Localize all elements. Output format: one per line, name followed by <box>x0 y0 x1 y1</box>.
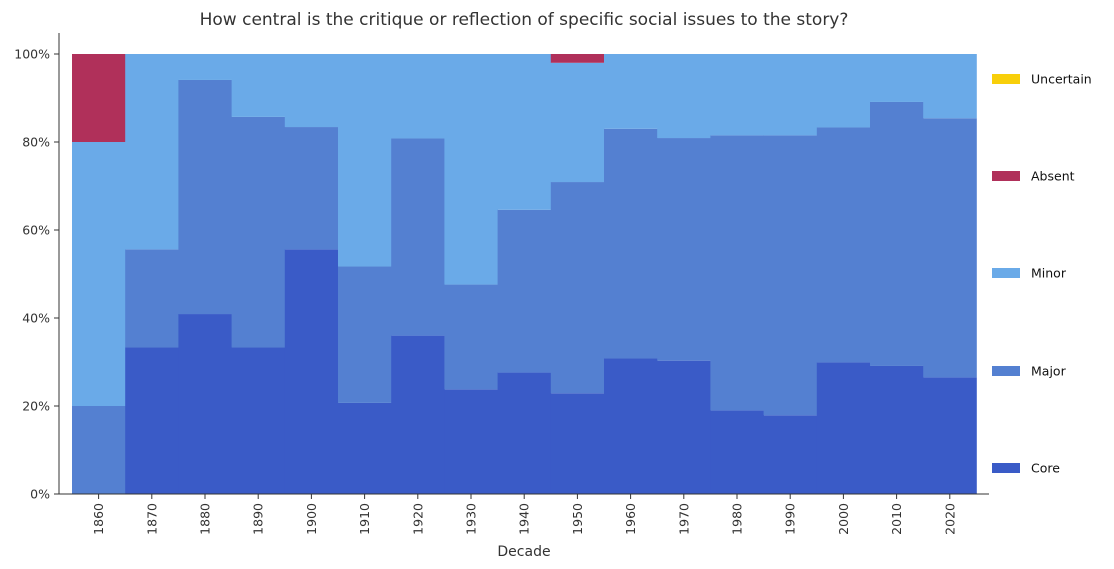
axes-layer: 0% 20% 40% 60% 80% 100% 1860 1870 1880 1890 1900 19… <box>14 33 989 535</box>
bar-segment-major-1870 <box>125 249 179 348</box>
bar-segment-minor-2010 <box>870 54 924 102</box>
legend: Uncertain Absent Minor Major Core <box>992 72 1092 476</box>
bar-segment-core-1960 <box>604 358 658 494</box>
bar-segment-core-1940 <box>497 372 552 494</box>
y-tick-label: 100% <box>14 47 50 62</box>
bar-segment-absent-1860 <box>72 54 126 142</box>
bar-segment-core-2020 <box>923 377 977 494</box>
bar-segment-minor-1940 <box>497 54 552 210</box>
legend-label-minor: Minor <box>1031 266 1067 281</box>
bar-segment-minor-1980 <box>710 54 764 136</box>
x-tick-label: 2020 <box>942 503 957 535</box>
bar-segment-core-1900 <box>284 249 339 494</box>
bar-segment-minor-1950 <box>550 62 605 183</box>
x-tick-label: 2000 <box>836 503 851 535</box>
bar-segment-core-2000 <box>816 362 871 494</box>
legend-swatch-minor <box>992 268 1020 278</box>
bar-segment-major-1940 <box>497 209 552 373</box>
x-tick-label: 1910 <box>357 503 372 535</box>
bar-segment-major-2000 <box>816 127 871 363</box>
legend-swatch-uncertain <box>992 74 1020 84</box>
bar-segment-major-2010 <box>870 101 924 366</box>
bar-segment-major-1970 <box>657 138 711 361</box>
bar-segment-core-1930 <box>444 389 498 494</box>
legend-label-uncertain: Uncertain <box>1031 72 1092 87</box>
bar-segment-core-1910 <box>338 402 392 494</box>
bar-segment-major-1880 <box>178 79 232 315</box>
bar-segment-minor-1890 <box>231 54 286 117</box>
bar-segment-minor-2000 <box>816 54 871 128</box>
x-tick-label: 1870 <box>144 503 159 535</box>
x-tick-label: 1920 <box>410 503 425 535</box>
x-tick-label: 1890 <box>251 503 266 535</box>
x-tick-label: 2010 <box>889 503 904 535</box>
bar-segment-minor-1970 <box>657 54 711 139</box>
bar-segment-minor-1920 <box>391 54 445 139</box>
x-tick-label: 1930 <box>464 503 479 535</box>
bar-segment-minor-1870 <box>125 54 179 250</box>
bar-segment-core-1880 <box>178 314 232 494</box>
x-tick-label: 1990 <box>783 503 798 535</box>
bar-segment-minor-1900 <box>284 54 339 128</box>
y-tick-label: 0% <box>30 487 50 502</box>
bar-segment-core-1970 <box>657 360 711 494</box>
x-tick-label: 1880 <box>198 503 213 535</box>
bar-segment-core-1890 <box>231 347 286 494</box>
legend-label-absent: Absent <box>1031 169 1075 184</box>
bar-segment-major-1920 <box>391 138 445 336</box>
x-tick-label: 1860 <box>91 503 106 535</box>
y-tick-label: 40% <box>22 311 50 326</box>
bar-segment-major-1860 <box>72 406 126 494</box>
bar-segment-minor-1880 <box>178 54 232 80</box>
bar-segment-major-1890 <box>231 116 286 348</box>
y-tick-label: 80% <box>22 135 50 150</box>
legend-swatch-major <box>992 366 1020 376</box>
chart-title: How central is the critique or reflectio… <box>200 10 849 30</box>
bar-segment-major-1960 <box>604 128 658 359</box>
legend-swatch-core <box>992 463 1020 473</box>
bar-segment-core-1990 <box>763 415 818 494</box>
bar-segment-major-1980 <box>710 135 764 411</box>
legend-label-major: Major <box>1031 364 1067 379</box>
x-tick-label: 1980 <box>730 503 745 535</box>
bar-segment-minor-1960 <box>604 54 658 129</box>
bar-segment-major-2020 <box>923 118 977 378</box>
y-tick-label: 60% <box>22 223 50 238</box>
bar-segment-major-1930 <box>444 284 498 390</box>
bar-segment-core-1980 <box>710 410 764 494</box>
x-tick-label: 1950 <box>570 503 585 535</box>
bar-segment-minor-1910 <box>338 54 392 267</box>
bar-segment-major-1950 <box>550 182 605 394</box>
x-tick-label: 1940 <box>517 503 532 535</box>
legend-swatch-absent <box>992 171 1020 181</box>
bar-segment-major-1990 <box>763 135 818 416</box>
bar-segment-absent-1950 <box>550 54 605 63</box>
x-axis-label: Decade <box>497 544 550 560</box>
bar-segment-core-1870 <box>125 347 179 494</box>
bar-segment-core-2010 <box>870 365 924 494</box>
legend-label-core: Core <box>1031 461 1060 476</box>
bar-segment-minor-2020 <box>923 54 977 119</box>
bar-segment-core-1950 <box>550 393 605 494</box>
bar-segment-minor-1990 <box>763 54 818 136</box>
bar-segment-major-1900 <box>284 127 339 250</box>
bar-segment-minor-1930 <box>444 54 498 285</box>
y-tick-label: 20% <box>22 399 50 414</box>
bars-layer <box>72 54 977 494</box>
x-tick-label: 1960 <box>623 503 638 535</box>
x-tick-label: 1970 <box>676 503 691 535</box>
bar-segment-minor-1860 <box>72 142 126 406</box>
bar-segment-core-1920 <box>391 335 445 494</box>
x-tick-label: 1900 <box>304 503 319 535</box>
bar-segment-major-1910 <box>338 266 392 403</box>
